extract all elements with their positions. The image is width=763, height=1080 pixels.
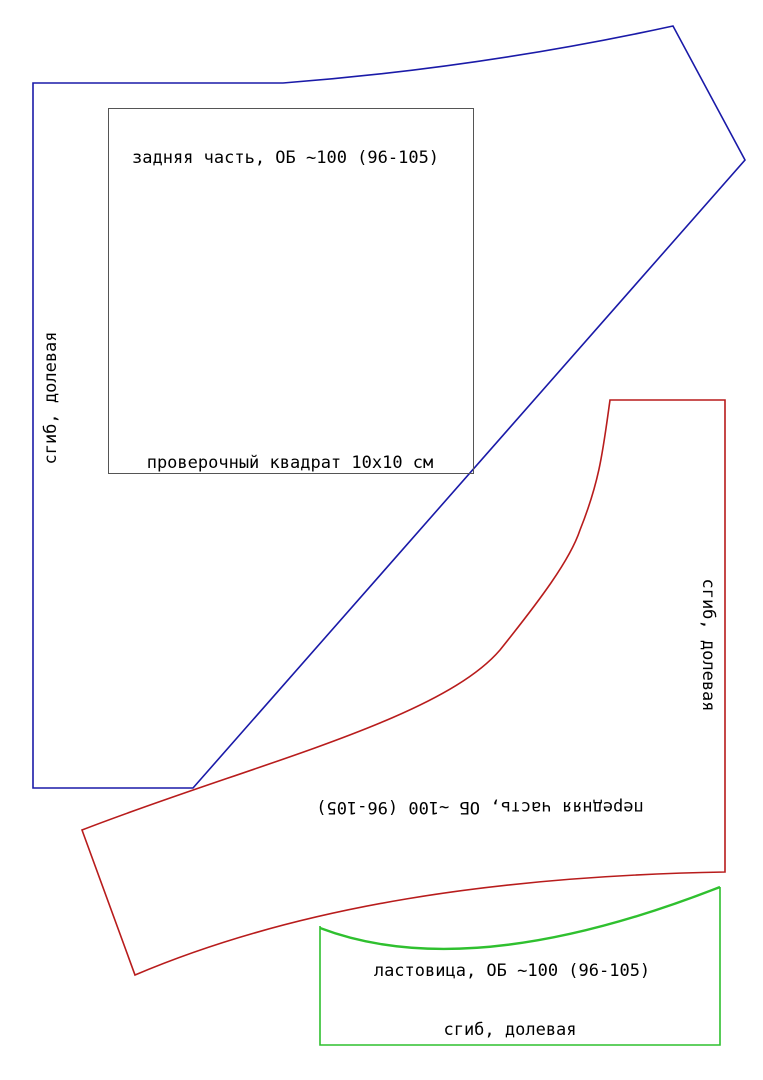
- back-piece-title: задняя часть, ОБ ~100 (96-105): [132, 148, 439, 168]
- front-piece-outline: [80, 399, 726, 977]
- back-piece-outline: [32, 25, 746, 789]
- check-square-label: проверочный квадрат 10x10 см: [147, 453, 434, 473]
- gusset-fold-label: сгиб, долевая: [443, 1020, 576, 1040]
- gusset-outline: [319, 887, 721, 1046]
- gusset-curve: [319, 885, 721, 951]
- back-fold-label: сгиб, долевая: [41, 331, 61, 464]
- gusset-title: ластовица, ОБ ~100 (96-105): [374, 961, 650, 981]
- front-fold-label: сгиб, долевая: [698, 578, 718, 711]
- front-piece-title: передняя часть, ОБ ~100 (96-105): [316, 797, 644, 817]
- check-square: [108, 108, 474, 474]
